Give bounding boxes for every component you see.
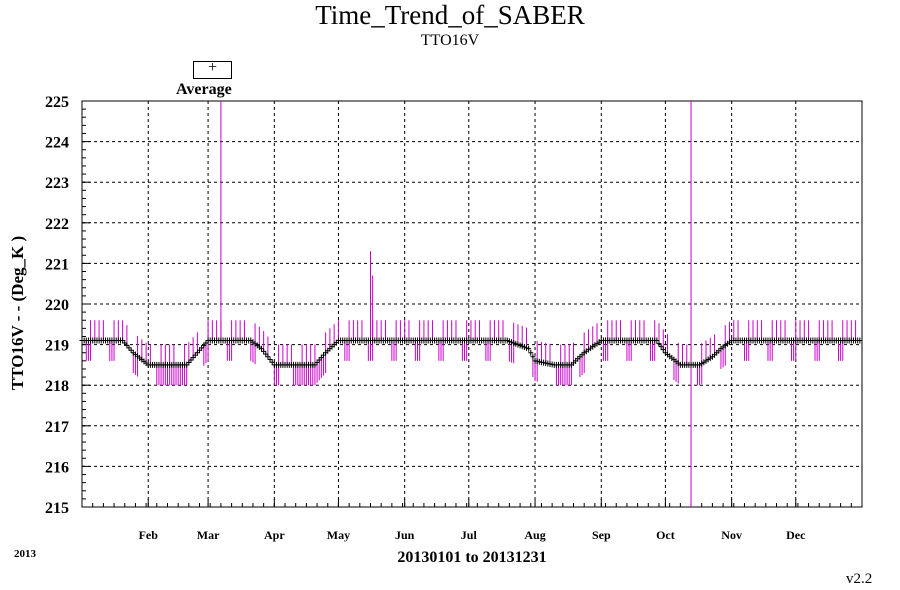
x-tick-label: Aug [524,528,545,542]
x-tick-label: May [327,528,350,542]
year-label: 2013 [14,548,36,560]
average-marker [654,337,660,344]
y-tick-label: 224 [45,135,69,152]
legend-symbol: + [207,59,218,76]
y-tick-label: 216 [45,459,69,476]
average-marker [526,345,532,352]
x-tick-label: Apr [264,528,285,542]
x-tick-label: Sep [592,528,611,542]
y-tick-label: 219 [45,338,69,355]
x-tick-label: Nov [721,528,742,542]
y-tick-label: 220 [45,297,69,314]
chart-title: Time_Trend_of_SABER [315,0,585,30]
version-label: v2.2 [846,571,873,587]
chart-subtitle: TTO16V [420,32,480,49]
x-tick-label: Oct [656,528,675,542]
y-tick-label: 223 [45,175,69,192]
average-marker [857,337,863,344]
legend-label-average: Average [176,81,232,98]
x-tick-label: Feb [139,528,159,542]
x-tick-label: Jun [395,528,415,542]
y-tick-label: 221 [45,256,69,273]
average-marker [658,343,664,350]
x-tick-label: Dec [786,528,806,542]
y-tick-label: 225 [45,94,69,111]
y-tick-label: 217 [45,419,69,436]
x-tick-label: Jul [461,528,478,542]
legend-box: + [193,59,232,79]
y-tick-label: 215 [45,500,69,517]
y-tick-label: 222 [45,216,69,233]
average-marker [656,340,662,347]
average-marker [528,349,534,356]
average-marker [660,346,666,353]
y-tick-label: 218 [45,378,69,395]
x-tick-label: Mar [197,528,220,542]
x-axis-label: 20130101 to 20131231 [397,549,547,566]
average-marker [530,353,536,360]
